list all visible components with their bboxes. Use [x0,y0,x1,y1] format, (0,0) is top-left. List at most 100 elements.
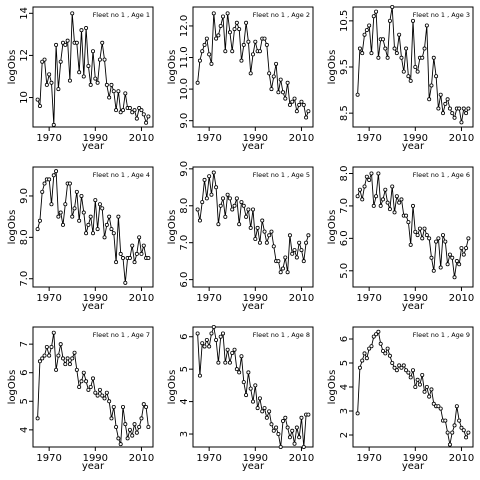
data-point [367,23,372,28]
data-point [88,384,93,389]
y-tick-label: 5 [179,366,190,372]
data-point [376,55,381,60]
x-axis-label: year [82,461,105,472]
data-point [81,370,86,375]
data-point [77,70,82,75]
data-point [438,265,443,270]
series-line [37,169,149,283]
data-point [383,46,388,51]
data-point [464,111,469,116]
data-point [267,71,272,76]
y-tick-label: 8.5 [339,105,350,121]
data-point [104,390,109,395]
panel-title: Fleet no 1 , Age 1 [93,11,150,19]
data-point [100,40,105,45]
data-point [195,331,200,336]
data-point [445,430,450,435]
data-point [109,82,114,87]
y-tick-label: 5 [339,360,350,366]
data-point [79,379,84,384]
data-point [100,206,105,211]
data-point [114,108,119,113]
data-point [415,69,420,74]
data-point [410,368,415,373]
plot-frame [352,166,474,288]
series-line [357,330,469,445]
data-point [290,251,295,256]
data-point [125,436,130,441]
x-tick-label: 1990 [403,293,428,304]
data-point [230,49,235,54]
data-point [287,435,292,440]
y-axis-label: logObs [7,210,18,245]
x-tick-label: 2010 [129,453,154,464]
data-point [218,23,223,28]
data-point [262,229,267,234]
data-point [294,109,299,114]
data-point [218,203,223,208]
y-tick-label: 6 [19,370,30,376]
data-point [47,353,52,358]
data-point [116,214,121,219]
data-point [292,248,297,253]
data-point [134,430,139,435]
data-point [283,96,288,101]
x-tick-label: 1990 [243,293,268,304]
data-point [459,425,464,430]
data-point [367,177,372,182]
data-point [466,430,471,435]
data-point [380,348,385,353]
plot-frame [32,166,154,288]
data-point [290,428,295,433]
data-point [67,362,72,367]
data-point [49,80,54,85]
data-point [464,435,469,440]
data-point [457,106,462,111]
y-axis-label: logObs [167,370,178,405]
x-tick-label: 1990 [83,453,108,464]
data-point [360,358,365,363]
data-point [86,387,91,392]
data-point [246,39,251,44]
data-point [415,377,420,382]
data-point [250,399,255,404]
y-tick-label: 3 [179,431,190,437]
data-point [121,404,126,409]
data-point [123,91,128,96]
data-point [232,347,237,352]
panel-3: Fleet no 1 , Age 3 1970 1990 2010 8.5 9.5 10.5… [327,5,474,152]
data-point [47,177,52,182]
data-point [369,51,374,56]
data-point [93,76,98,81]
panel-5: Fleet no 1 , Age 5 1970 1990 2010 6.0 7.0 8.0 9… [167,161,314,312]
data-point [137,235,142,240]
data-point [260,409,265,414]
data-point [399,55,404,60]
data-point [424,233,429,238]
data-point [216,222,221,227]
data-point [376,171,381,176]
data-point [383,351,388,356]
data-point [137,424,142,429]
data-point [452,423,457,428]
y-tick-label: 9.0 [179,113,190,129]
data-point [79,193,84,198]
data-point [445,262,450,267]
data-point [61,222,66,227]
data-point [234,196,239,201]
y-axis-label: logObs [7,50,18,85]
x-axis-label: year [242,301,265,312]
data-point [121,108,126,113]
data-point [58,59,63,64]
data-point [304,240,309,245]
y-tick-label: 8.0 [339,166,350,182]
panel-4: Fleet no 1 , Age 4 1970 1990 2010 7.0 8.0 9.0 y… [7,166,154,312]
data-point [72,206,77,211]
data-point [218,334,223,339]
data-point [211,324,216,329]
data-point [250,207,255,212]
panel-6: Fleet no 1 , Age 6 1970 1990 2010 5.0 6.0 7.0 8… [327,166,474,312]
y-tick-label: 8.0 [19,229,30,245]
data-point [294,425,299,430]
data-point [301,259,306,264]
